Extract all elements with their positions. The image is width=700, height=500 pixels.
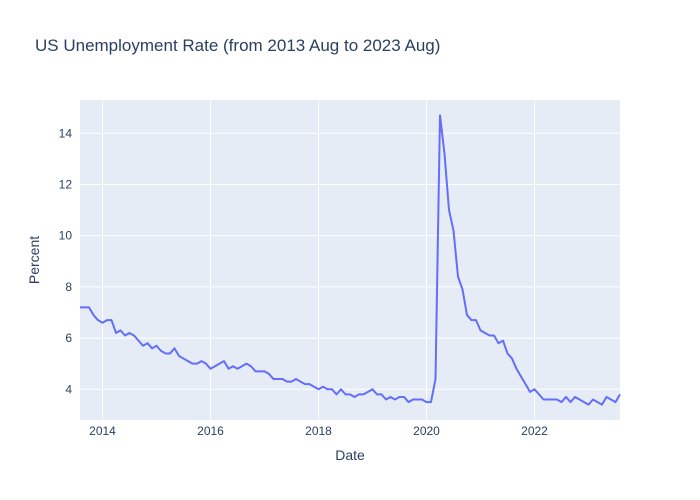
y-tick-label: 10: [59, 229, 73, 243]
chart-title: US Unemployment Rate (from 2013 Aug to 2…: [35, 36, 440, 55]
x-tick-label: 2022: [521, 424, 548, 438]
x-axis-title: Date: [335, 447, 365, 463]
y-axis-ticks: 4 6 8 10 12 14: [59, 126, 73, 396]
y-tick-label: 8: [65, 280, 72, 294]
y-tick-label: 6: [65, 331, 72, 345]
x-axis-ticks: 2014 2016 2018 2020 2022: [89, 424, 548, 438]
y-gridlines: [80, 132, 620, 390]
x-tick-label: 2016: [197, 424, 224, 438]
y-axis-title: Percent: [26, 236, 42, 284]
unemployment-rate-line: [80, 114, 621, 406]
y-tick-label: 12: [59, 177, 73, 191]
y-tick-label: 14: [59, 126, 73, 140]
x-gridlines: [102, 100, 535, 420]
plot-area: [80, 100, 620, 420]
x-tick-label: 2018: [305, 424, 332, 438]
x-tick-label: 2014: [89, 424, 116, 438]
x-tick-label: 2020: [413, 424, 440, 438]
y-tick-label: 4: [65, 382, 72, 396]
